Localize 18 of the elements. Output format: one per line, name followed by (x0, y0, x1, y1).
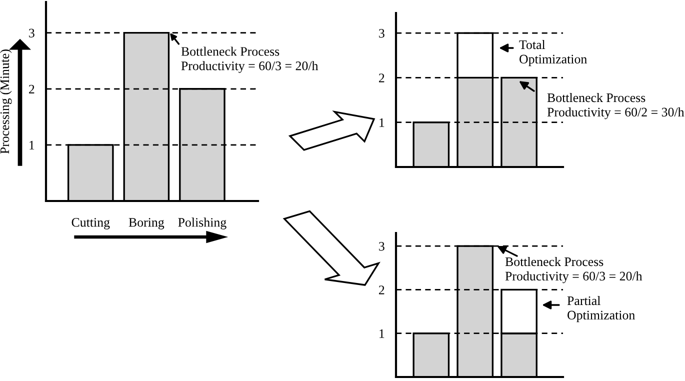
y-tick-label: 3 (379, 242, 384, 251)
text: Partial Optimization (567, 296, 635, 322)
x-tick-label: Cutting (72, 218, 110, 230)
annotation: Bottleneck Process Productivity = 60/3 = 20/h (181, 46, 318, 73)
y-tick-label: 2 (379, 286, 384, 294)
y-tick-label: 1 (380, 329, 384, 338)
annotation: Total Optimization (519, 40, 587, 66)
x-tick-label: Boring (128, 218, 164, 230)
annotation: Bottleneck Process Productivity = 60/3 = 20/h (505, 257, 642, 284)
y-tick-label: 3 (379, 29, 384, 38)
y-tick-label: 3 (29, 28, 34, 38)
y-tick-label: 1 (30, 140, 34, 150)
y-axis-title: Processing (Minute) (0, 50, 12, 154)
y-tick-label: 2 (379, 74, 384, 82)
y-tick-label: 1 (380, 118, 384, 127)
x-tick-label: Polishing (178, 218, 226, 230)
y-tick-label: 2 (29, 84, 34, 94)
annotation: Bottleneck Process Productivity = 60/2 = 30/h (547, 93, 684, 120)
